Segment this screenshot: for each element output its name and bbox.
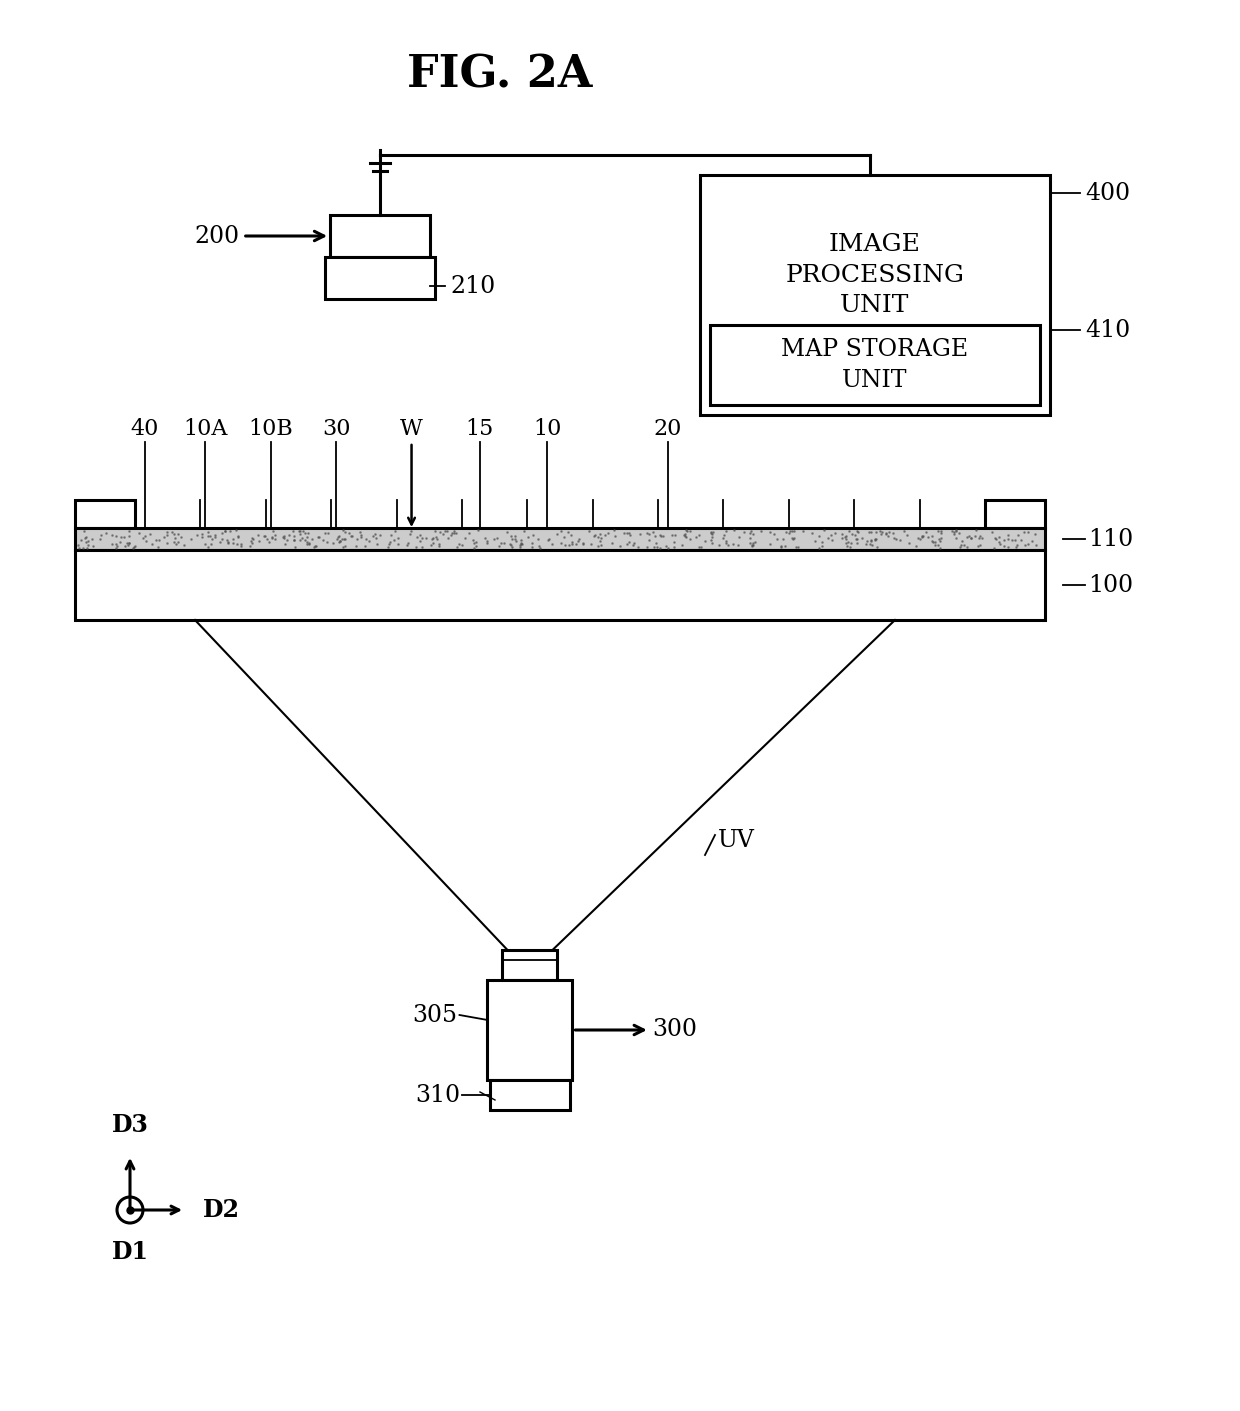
Text: UV: UV bbox=[718, 828, 755, 851]
Text: 210: 210 bbox=[450, 275, 495, 298]
Text: MAP STORAGE
UNIT: MAP STORAGE UNIT bbox=[781, 339, 968, 392]
Text: 300: 300 bbox=[575, 1019, 697, 1041]
Text: 200: 200 bbox=[195, 224, 324, 247]
Text: 100: 100 bbox=[1087, 573, 1133, 597]
Text: W: W bbox=[401, 418, 423, 440]
Text: D2: D2 bbox=[203, 1198, 241, 1222]
Text: 400: 400 bbox=[1085, 182, 1130, 205]
Text: 305: 305 bbox=[413, 1003, 458, 1026]
Text: 410: 410 bbox=[1085, 319, 1130, 341]
Bar bbox=[487, 981, 573, 1079]
Text: 10A: 10A bbox=[184, 418, 228, 440]
Bar bbox=[74, 550, 1045, 619]
Text: IMAGE
PROCESSING
UNIT: IMAGE PROCESSING UNIT bbox=[785, 233, 965, 316]
Bar bbox=[330, 214, 430, 257]
Text: 10: 10 bbox=[533, 418, 562, 440]
Text: D3: D3 bbox=[112, 1113, 149, 1137]
Bar bbox=[325, 257, 435, 299]
Bar bbox=[490, 1079, 570, 1110]
Text: 10B: 10B bbox=[248, 418, 293, 440]
Text: 110: 110 bbox=[1087, 528, 1133, 550]
Text: 30: 30 bbox=[322, 418, 351, 440]
Text: 310: 310 bbox=[415, 1084, 460, 1106]
Text: 15: 15 bbox=[466, 418, 494, 440]
Bar bbox=[74, 528, 1045, 550]
Bar bbox=[711, 325, 1040, 405]
Bar bbox=[502, 950, 558, 981]
Text: D1: D1 bbox=[112, 1240, 149, 1264]
Text: 20: 20 bbox=[653, 418, 682, 440]
Bar bbox=[701, 175, 1050, 415]
Bar bbox=[74, 499, 135, 528]
Bar bbox=[985, 499, 1045, 528]
Text: FIG. 2A: FIG. 2A bbox=[407, 54, 593, 96]
Text: 40: 40 bbox=[130, 418, 159, 440]
